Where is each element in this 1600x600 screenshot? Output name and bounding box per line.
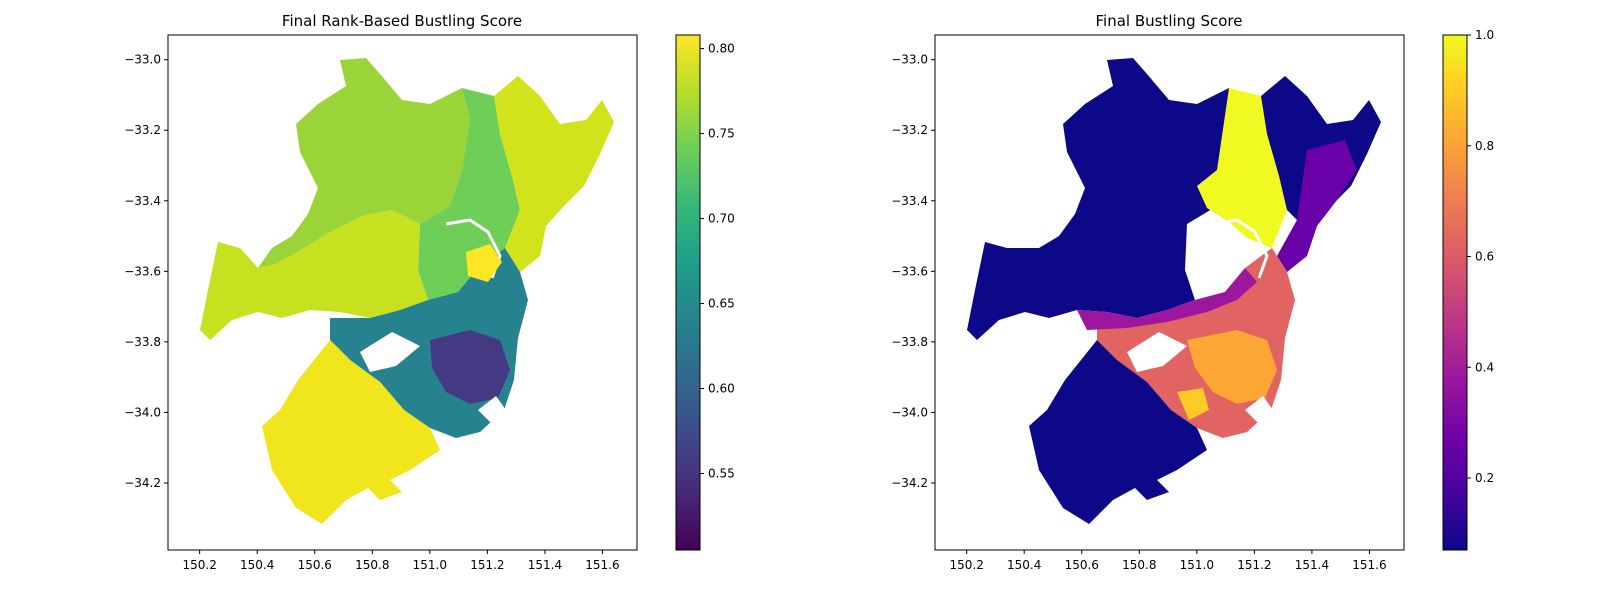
region-south-west bbox=[262, 340, 440, 524]
river-parramatta bbox=[360, 332, 420, 372]
y-tick-label: −33.8 bbox=[124, 335, 161, 349]
region-west-basin bbox=[200, 210, 428, 340]
rank-based-map-svg: Final Rank-Based Bustling Score 150.2 150… bbox=[124, 12, 735, 572]
colorbar-tick-label: 0.70 bbox=[708, 212, 735, 226]
y-tick-label: −34.2 bbox=[891, 476, 928, 490]
x-tick-label: 150.8 bbox=[1122, 558, 1156, 572]
region-mid-band bbox=[1077, 268, 1257, 330]
x-tick-label: 150.6 bbox=[1065, 558, 1099, 572]
axis-ticks: 150.2 150.4 150.6 150.8 151.0 151.2 151.4 151.6… bbox=[891, 53, 1386, 572]
x-tick-label: 150.6 bbox=[298, 558, 332, 572]
x-tick-label: 151.2 bbox=[1237, 558, 1271, 572]
colorbar-tick-label: 0.6 bbox=[1475, 250, 1494, 264]
panel-title: Final Bustling Score bbox=[1096, 12, 1243, 30]
panel-bustling: Final Bustling Score 150.2 150.4 150.6 150.… bbox=[767, 0, 1567, 600]
panel-rank-based: Final Rank-Based Bustling Score 150.2 150… bbox=[124, 12, 735, 572]
bustling-map-svg: Final Bustling Score 150.2 150.4 150.6 150.… bbox=[891, 12, 1494, 572]
river-parramatta bbox=[1127, 332, 1187, 372]
y-tick-label: −33.4 bbox=[891, 194, 928, 208]
x-tick-label: 150.8 bbox=[355, 558, 389, 572]
panel-title: Final Rank-Based Bustling Score bbox=[282, 12, 522, 30]
region-inner-core bbox=[1187, 330, 1277, 404]
region-north-west bbox=[258, 58, 470, 268]
plot-frame bbox=[167, 34, 638, 551]
colorbar bbox=[675, 34, 701, 551]
y-tick-label: −33.0 bbox=[124, 53, 161, 67]
hot-spot-south bbox=[1177, 388, 1209, 420]
region-north-west bbox=[967, 58, 1237, 340]
x-tick-label: 151.2 bbox=[470, 558, 504, 572]
x-tick-label: 151.0 bbox=[1180, 558, 1214, 572]
choropleth-map bbox=[200, 58, 614, 524]
bright-patch bbox=[466, 244, 502, 282]
x-tick-label: 151.0 bbox=[413, 558, 447, 572]
y-tick-label: −33.8 bbox=[891, 335, 928, 349]
x-tick-label: 151.4 bbox=[1295, 558, 1329, 572]
region-south-west bbox=[1029, 340, 1207, 524]
colorbar-tick-label: 0.55 bbox=[708, 467, 735, 481]
y-tick-label: −34.0 bbox=[891, 405, 928, 419]
colorbar-tick-label: 0.60 bbox=[708, 382, 735, 396]
y-tick-label: −34.0 bbox=[124, 405, 161, 419]
colorbar-tick-label: 0.65 bbox=[708, 297, 735, 311]
colorbar-tick-label: 0.80 bbox=[708, 42, 735, 56]
y-tick-label: −33.0 bbox=[891, 53, 928, 67]
region-north-central bbox=[1197, 88, 1287, 248]
x-tick-label: 151.6 bbox=[585, 558, 619, 572]
x-tick-label: 150.2 bbox=[182, 558, 216, 572]
y-tick-label: −33.2 bbox=[124, 123, 161, 137]
y-tick-label: −33.6 bbox=[891, 264, 928, 278]
colorbar-tick-label: 1.0 bbox=[1475, 28, 1494, 42]
choropleth-map bbox=[967, 58, 1381, 524]
x-tick-label: 151.4 bbox=[528, 558, 562, 572]
x-tick-label: 150.4 bbox=[240, 558, 274, 572]
botany-bay bbox=[478, 396, 506, 424]
region-inner-dark bbox=[430, 330, 510, 404]
colorbar bbox=[1442, 34, 1468, 551]
colorbar-ticks: 0.55 0.60 0.65 0.70 0.75 0.80 bbox=[700, 42, 735, 481]
region-north-east-coast bbox=[1277, 140, 1357, 272]
colorbar-tick-label: 0.75 bbox=[708, 127, 735, 141]
x-tick-label: 151.6 bbox=[1352, 558, 1386, 572]
y-tick-label: −34.2 bbox=[124, 476, 161, 490]
colorbar-tick-label: 0.2 bbox=[1475, 471, 1494, 485]
axis-ticks: 150.2 150.4 150.6 150.8 151.0 151.2 151.4 151.6… bbox=[124, 53, 619, 572]
hawkesbury-river bbox=[1212, 218, 1269, 279]
x-tick-label: 150.2 bbox=[949, 558, 983, 572]
region-north-east-coast bbox=[494, 76, 614, 272]
colorbar-ticks: 0.2 0.4 0.6 0.8 1.0 bbox=[1467, 28, 1494, 485]
plot-frame bbox=[934, 34, 1405, 551]
y-tick-label: −33.4 bbox=[124, 194, 161, 208]
y-tick-label: −33.6 bbox=[124, 264, 161, 278]
botany-bay bbox=[1245, 396, 1273, 424]
y-tick-label: −33.2 bbox=[891, 123, 928, 137]
colorbar-tick-label: 0.4 bbox=[1475, 360, 1494, 374]
colorbar-tick-label: 0.8 bbox=[1475, 139, 1494, 153]
x-tick-label: 150.4 bbox=[1007, 558, 1041, 572]
